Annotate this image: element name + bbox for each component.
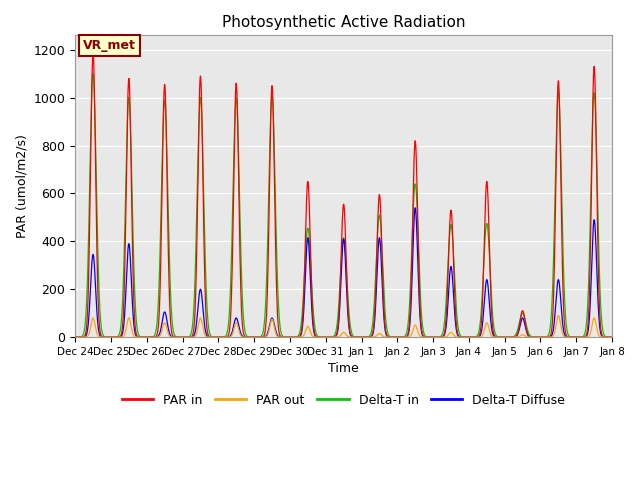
Legend: PAR in, PAR out, Delta-T in, Delta-T Diffuse: PAR in, PAR out, Delta-T in, Delta-T Dif… xyxy=(117,389,570,412)
Title: Photosynthetic Active Radiation: Photosynthetic Active Radiation xyxy=(222,15,465,30)
X-axis label: Time: Time xyxy=(328,362,359,375)
Text: VR_met: VR_met xyxy=(83,39,136,52)
Y-axis label: PAR (umol/m2/s): PAR (umol/m2/s) xyxy=(15,134,28,238)
